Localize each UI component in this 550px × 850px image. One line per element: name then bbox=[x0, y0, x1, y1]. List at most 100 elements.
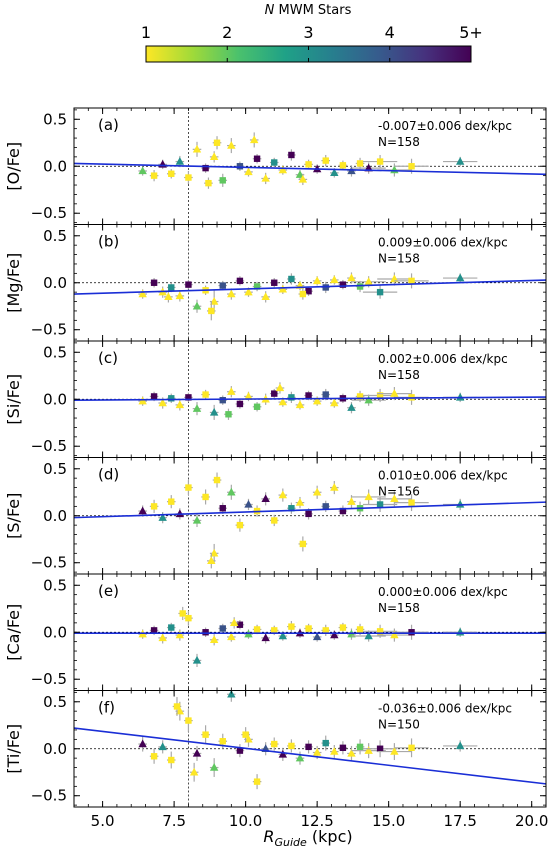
point-marker bbox=[288, 623, 295, 630]
point-marker bbox=[219, 625, 226, 632]
y-tick-label: 0.5 bbox=[43, 343, 67, 361]
data-point bbox=[244, 167, 253, 177]
data-point bbox=[394, 624, 429, 640]
data-point bbox=[175, 290, 185, 302]
point-marker bbox=[278, 397, 288, 406]
data-point bbox=[201, 627, 210, 637]
point-marker bbox=[356, 283, 364, 290]
point-marker bbox=[219, 396, 226, 404]
point-marker bbox=[173, 703, 181, 710]
y-axis-label: [Ti/Fe] bbox=[4, 724, 23, 774]
data-point bbox=[178, 606, 187, 621]
panel-tag: (b) bbox=[98, 233, 119, 251]
colorbar-tick-label: 2 bbox=[222, 23, 232, 42]
point-marker bbox=[185, 717, 192, 724]
point-marker bbox=[150, 393, 158, 400]
data-point bbox=[287, 502, 296, 514]
point-marker bbox=[390, 389, 399, 397]
point-marker bbox=[236, 521, 244, 529]
point-marker bbox=[185, 614, 192, 622]
point-marker bbox=[227, 289, 236, 298]
data-point bbox=[443, 273, 478, 283]
y-axis-label: [Ca/Fe] bbox=[4, 604, 23, 661]
data-point bbox=[330, 744, 339, 759]
data-point bbox=[269, 737, 279, 751]
data-point bbox=[166, 169, 176, 179]
data-point bbox=[261, 632, 270, 644]
panel-tag: (c) bbox=[98, 349, 118, 367]
point-marker bbox=[185, 394, 192, 401]
point-marker bbox=[209, 548, 219, 557]
point-marker bbox=[376, 158, 384, 165]
point-marker bbox=[278, 284, 288, 293]
slope-annotation: 0.010±0.006 dex/kpc bbox=[378, 469, 508, 483]
data-point bbox=[287, 739, 296, 753]
data-point bbox=[212, 136, 222, 150]
data-point bbox=[330, 398, 339, 408]
panel-tag: (d) bbox=[98, 466, 119, 484]
point-marker bbox=[455, 627, 465, 636]
point-marker bbox=[150, 627, 158, 634]
point-marker bbox=[150, 172, 158, 179]
data-point bbox=[298, 288, 308, 300]
data-point bbox=[192, 402, 202, 416]
point-marker bbox=[271, 517, 278, 524]
point-marker bbox=[455, 392, 465, 401]
point-marker bbox=[275, 383, 285, 392]
point-marker bbox=[236, 621, 244, 628]
data-point bbox=[218, 173, 228, 187]
data-point bbox=[278, 488, 288, 502]
y-axis-label: [Si/Fe] bbox=[4, 374, 23, 425]
data-point bbox=[287, 391, 296, 404]
point-marker bbox=[278, 749, 288, 758]
data-point bbox=[338, 622, 348, 633]
data-point bbox=[394, 494, 429, 512]
x-tick-label: 17.5 bbox=[443, 812, 476, 830]
data-point bbox=[184, 170, 193, 185]
data-point bbox=[355, 280, 365, 293]
point-marker bbox=[168, 498, 175, 505]
point-marker bbox=[312, 632, 322, 641]
point-marker bbox=[288, 742, 295, 750]
point-marker bbox=[347, 403, 356, 411]
data-point bbox=[269, 388, 279, 399]
y-tick-label: 0.5 bbox=[43, 110, 67, 128]
point-marker bbox=[288, 275, 295, 283]
point-marker bbox=[150, 753, 158, 760]
point-marker bbox=[330, 398, 339, 407]
point-marker bbox=[192, 404, 202, 412]
point-marker bbox=[312, 396, 322, 405]
panel-stack: −0.5 0.0 0.5 (a) -0.007±0.006 dex/kpc N=158 [O… bbox=[4, 107, 548, 830]
data-point bbox=[138, 166, 147, 176]
data-point bbox=[443, 627, 478, 637]
data-point bbox=[192, 653, 202, 668]
point-marker bbox=[164, 292, 173, 301]
point-marker bbox=[158, 513, 167, 521]
data-point bbox=[149, 748, 159, 764]
point-marker bbox=[364, 277, 373, 286]
data-point bbox=[287, 620, 296, 633]
data-point bbox=[175, 399, 185, 411]
data-point bbox=[201, 389, 210, 400]
data-point bbox=[224, 408, 233, 420]
point-marker bbox=[261, 494, 270, 503]
point-marker bbox=[185, 484, 192, 491]
point-marker bbox=[339, 624, 347, 631]
data-point bbox=[275, 382, 285, 394]
point-marker bbox=[271, 159, 278, 166]
data-point bbox=[338, 279, 348, 290]
point-marker bbox=[227, 632, 236, 641]
data-point bbox=[201, 725, 210, 745]
data-point bbox=[330, 480, 339, 495]
data-point bbox=[287, 149, 296, 161]
data-point bbox=[330, 275, 339, 285]
data-point bbox=[261, 172, 270, 185]
point-marker bbox=[202, 391, 209, 398]
y-tick-label: 0.0 bbox=[43, 390, 67, 408]
point-marker bbox=[236, 277, 244, 285]
point-marker bbox=[253, 403, 261, 410]
point-marker bbox=[261, 633, 270, 642]
data-point bbox=[377, 272, 412, 286]
data-point bbox=[347, 628, 356, 640]
point-marker bbox=[305, 288, 312, 295]
